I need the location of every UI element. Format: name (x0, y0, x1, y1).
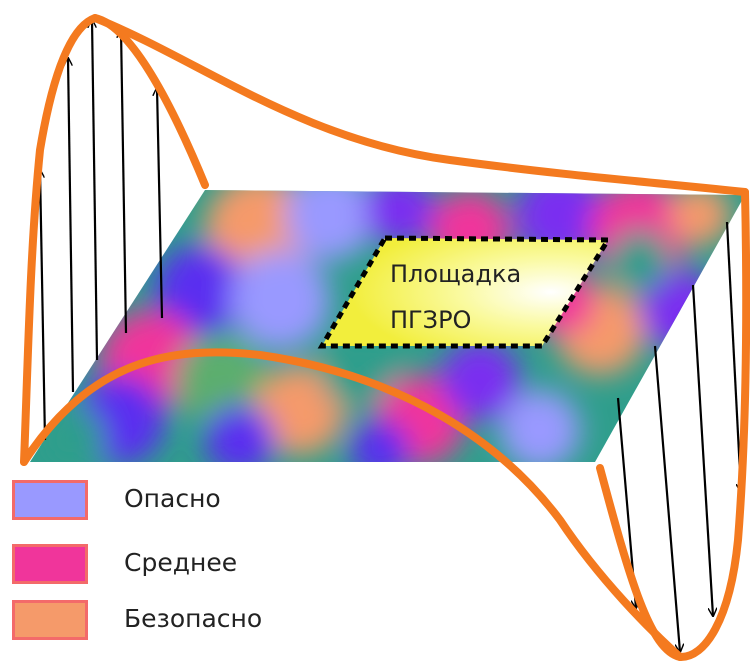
distribution-curves (20, 14, 750, 661)
site-zone: Площадка ПГЗРО (317, 235, 613, 349)
legend-swatch-danger (12, 480, 88, 520)
site-label-line2: ПГЗРО (390, 306, 471, 334)
legend-item-medium: Среднее (12, 544, 312, 588)
arrow-left-5 (157, 88, 164, 319)
arrow-right-4 (725, 221, 741, 492)
legend-item-safe: Безопасно (12, 600, 312, 644)
legend-swatch-safe (12, 600, 88, 640)
arrow-left-2 (68, 58, 75, 393)
arrow-left-3 (92, 20, 99, 361)
legend-item-danger: Опасно (12, 480, 312, 524)
site-label-line1: Площадка (390, 260, 521, 288)
legend-swatch-medium (12, 544, 88, 584)
arrow-right-2 (653, 345, 680, 652)
arrow-left-1 (40, 170, 47, 441)
arrow-left-4 (121, 30, 128, 334)
legend-label-medium: Среднее (124, 548, 238, 577)
front-curve (20, 348, 684, 661)
arrow-right-3 (691, 284, 713, 616)
left-arrows (40, 20, 164, 441)
right-drop-curve (596, 188, 750, 661)
legend-label-danger: Опасно (124, 484, 221, 513)
top-envelope-curve (91, 14, 749, 196)
left-peak-curve (20, 14, 209, 466)
legend-label-safe: Безопасно (124, 604, 263, 633)
site-area (317, 235, 613, 349)
